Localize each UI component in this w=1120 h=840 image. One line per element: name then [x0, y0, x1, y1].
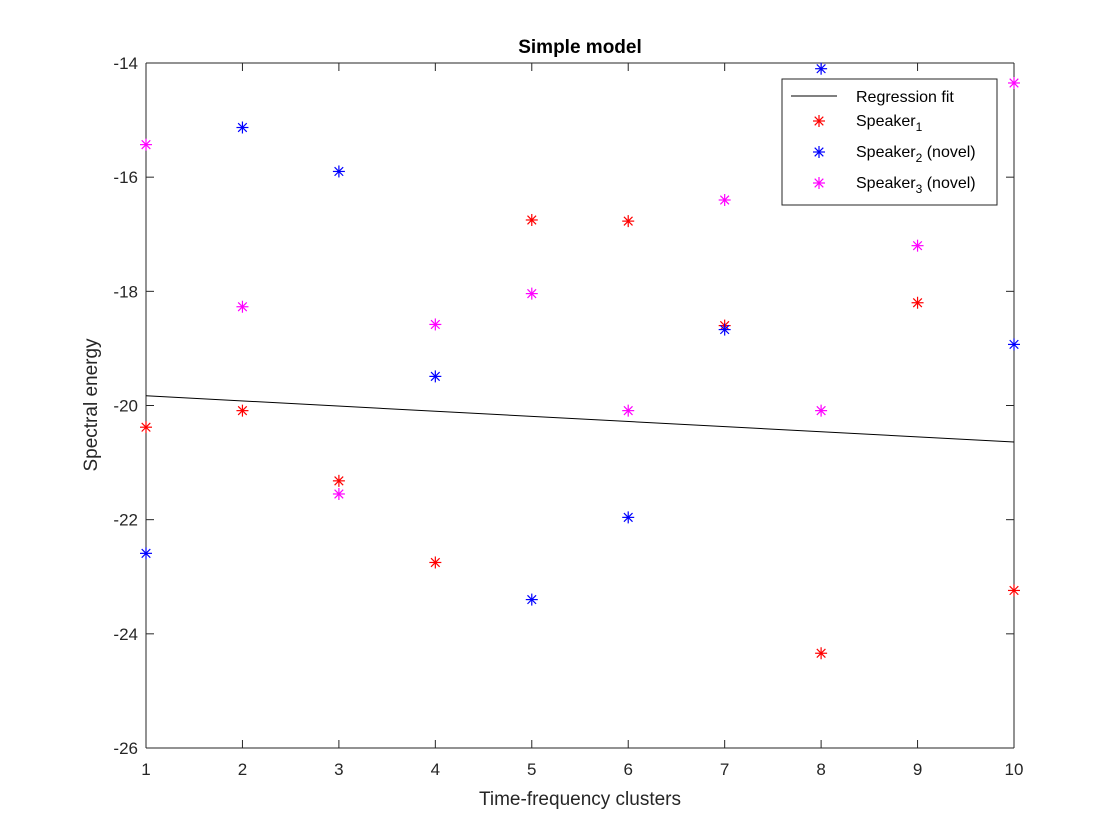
data-point-speaker2: [622, 511, 635, 524]
y-tick-label: -18: [113, 282, 138, 301]
data-point-speaker3: [429, 318, 442, 331]
legend-label-regression-fit: Regression fit: [856, 89, 954, 106]
data-point-speaker3: [525, 287, 538, 300]
y-tick-label: -22: [113, 511, 138, 530]
x-tick-label: 6: [623, 760, 632, 779]
data-point-speaker2: [815, 62, 828, 75]
data-point-speaker3: [622, 404, 635, 417]
data-point-speaker3: [718, 194, 731, 206]
data-point-speaker1: [332, 474, 345, 487]
axes: 1 2 3 4 5 6 7 8 9 10 -26 -24 -22 -20 -18 -16 -14: [113, 54, 1023, 779]
data-point-speaker2: [429, 370, 442, 383]
data-point-speaker3: [815, 404, 828, 417]
data-point-speaker1: [622, 215, 635, 228]
legend-label-speaker2: Speaker2 (novel): [856, 144, 976, 165]
data-point-speaker1: [911, 296, 924, 309]
y-tick-label: -16: [113, 168, 138, 187]
data-point-speaker1: [815, 647, 828, 660]
data-point-speaker2: [332, 165, 345, 178]
legend: Regression fit Speaker1 Speaker2 (novel) Sp…: [781, 78, 998, 206]
data-point-speaker3: [140, 138, 152, 151]
y-tick-label: -26: [113, 739, 138, 758]
legend-marker-speaker2: [813, 146, 825, 158]
data-point-speaker1: [429, 556, 442, 569]
data-point-speaker2: [525, 593, 538, 606]
x-tick-label: 1: [141, 760, 150, 779]
x-tick-label: 3: [334, 760, 343, 779]
y-tick-label: -24: [113, 625, 138, 644]
data-point-speaker2: [140, 547, 152, 560]
legend-label-speaker1: Speaker1: [856, 113, 923, 134]
y-tick-label: -20: [113, 397, 138, 416]
data-point-speaker3: [332, 487, 345, 500]
regression-fit-line: [145, 395, 1015, 443]
data-point-speaker3: [236, 300, 249, 313]
data-point-speaker2: [236, 121, 249, 134]
regression-fit: [145, 395, 1015, 443]
x-tick-label: 5: [527, 760, 536, 779]
data-point-speaker3: [911, 239, 924, 252]
data-point-speaker1: [140, 421, 152, 434]
x-tick-label: 10: [1005, 760, 1024, 779]
data-point-speaker1: [525, 213, 538, 226]
x-tick-label: 8: [816, 760, 825, 779]
data-point-speaker2: [718, 323, 731, 336]
legend-marker-speaker1: [813, 115, 825, 127]
x-tick-label: 9: [913, 760, 922, 779]
x-tick-label: 7: [720, 760, 729, 779]
x-axis-label: Time-frequency clusters: [479, 789, 681, 810]
data-markers: [140, 62, 1020, 660]
x-tick-label: 4: [431, 760, 440, 779]
legend-label-speaker3: Speaker3 (novel): [856, 175, 976, 196]
x-tick-label: 2: [238, 760, 247, 779]
y-axis-label: Spectral energy: [81, 338, 102, 472]
chart-title: Simple model: [518, 37, 642, 58]
data-point-speaker2: [1008, 338, 1020, 351]
data-point-speaker3: [1008, 76, 1020, 89]
data-point-speaker1: [1008, 584, 1020, 597]
y-tick-label: -14: [113, 54, 138, 73]
data-point-speaker1: [236, 404, 249, 417]
legend-marker-speaker3: [813, 177, 825, 189]
